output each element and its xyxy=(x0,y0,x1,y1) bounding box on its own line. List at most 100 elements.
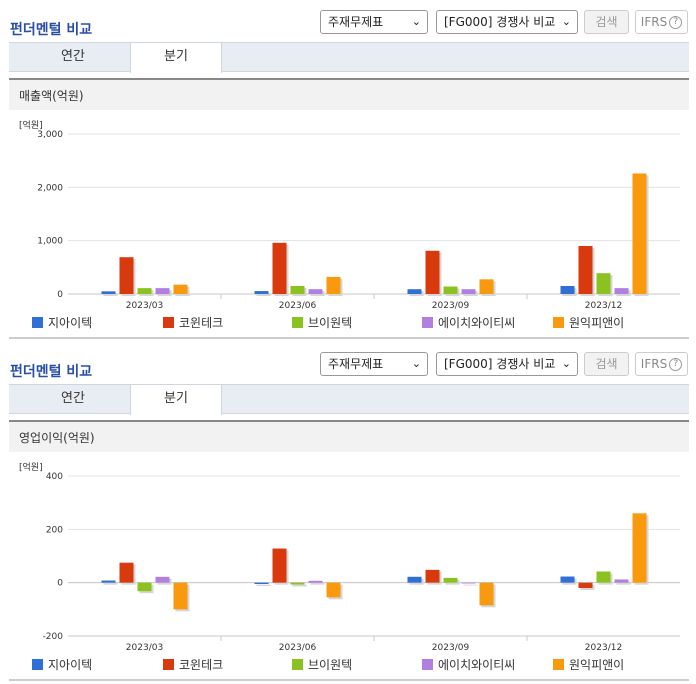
bar-2023-03-1[interactable] xyxy=(119,562,134,583)
bar-2023-09-1[interactable] xyxy=(425,569,440,583)
statement-select[interactable]: 주재무제표 ⌄ xyxy=(320,10,428,34)
divider xyxy=(9,679,689,681)
bar-shadow xyxy=(310,582,325,585)
bar-2023-03-2[interactable] xyxy=(137,288,152,294)
tab-annual[interactable]: 연간 xyxy=(61,49,85,64)
x-tick-label-2023-09: 2023/09 xyxy=(432,301,470,311)
section-header: 펀더멘털 비교 주재무제표 ⌄ [FG000] 경쟁사 비교 ⌄ 검색 IFRS… xyxy=(0,10,696,40)
legend-item-3[interactable]: 에이치와이티씨 xyxy=(422,314,515,331)
bar-2023-12-2[interactable] xyxy=(596,571,611,583)
bar-2023-03-4[interactable] xyxy=(173,582,188,610)
search-button[interactable]: 검색 xyxy=(584,352,629,376)
bar-2023-12-4[interactable] xyxy=(632,513,647,583)
bar-2023-12-1[interactable] xyxy=(578,582,593,588)
legend-item-1[interactable]: 코윈테크 xyxy=(163,314,223,331)
bar-2023-03-0[interactable] xyxy=(101,291,116,294)
divider xyxy=(9,337,689,339)
y-tick-label: 3,000 xyxy=(37,130,63,140)
bar-2023-03-4[interactable] xyxy=(173,284,188,294)
y-tick-label: 2,000 xyxy=(37,183,63,193)
bar-2023-06-2[interactable] xyxy=(290,286,305,294)
tab-quarterly[interactable]: 분기 xyxy=(130,43,222,73)
bar-shadow xyxy=(616,581,631,585)
peer-select-value: [FG000] 경쟁사 비교 xyxy=(444,357,556,371)
bar-2023-09-0[interactable] xyxy=(407,576,422,583)
bar-2023-06-4[interactable] xyxy=(326,582,341,598)
tab-annual[interactable]: 연간 xyxy=(61,391,85,406)
legend-item-2[interactable]: 브이원텍 xyxy=(292,656,352,673)
bar-2023-12-3[interactable] xyxy=(614,288,629,294)
help-icon: ? xyxy=(669,358,683,371)
bar-2023-03-3[interactable] xyxy=(155,576,170,583)
bar-2023-09-2[interactable] xyxy=(443,286,458,294)
legend-item-4[interactable]: 원익피앤이 xyxy=(553,314,624,331)
legend-label: 원익피앤이 xyxy=(569,658,625,672)
legend-item-0[interactable]: 지아이텍 xyxy=(32,314,92,331)
x-tick-label-2023-03: 2023/03 xyxy=(126,643,163,653)
legend-label: 에이치와이티씨 xyxy=(438,316,516,330)
legend-swatch xyxy=(553,317,564,328)
bar-2023-12-2[interactable] xyxy=(596,273,611,294)
tab-quarterly[interactable]: 분기 xyxy=(130,385,222,415)
bar-2023-06-2[interactable] xyxy=(290,582,305,585)
y-tick-label: 0 xyxy=(57,290,63,300)
peer-select[interactable]: [FG000] 경쟁사 비교 ⌄ xyxy=(436,352,578,376)
bar-2023-12-3[interactable] xyxy=(614,579,629,583)
legend-item-3[interactable]: 에이치와이티씨 xyxy=(422,656,515,673)
legend-item-4[interactable]: 원익피앤이 xyxy=(553,656,624,673)
ifrs-label: IFRS xyxy=(640,357,668,371)
bar-shadow xyxy=(256,293,271,296)
peer-select-value: [FG000] 경쟁사 비교 xyxy=(444,15,556,29)
legend-item-2[interactable]: 브이원텍 xyxy=(292,314,352,331)
section-title: 펀더멘털 비교 xyxy=(10,364,93,380)
x-tick-label-2023-06: 2023/06 xyxy=(279,301,317,311)
bar-2023-12-4[interactable] xyxy=(632,173,647,294)
legend-swatch xyxy=(32,659,43,670)
legend-label: 지아이텍 xyxy=(48,658,93,672)
legend-item-0[interactable]: 지아이텍 xyxy=(32,656,92,673)
bar-2023-06-1[interactable] xyxy=(272,548,287,583)
bar-2023-09-2[interactable] xyxy=(443,577,458,583)
bar-2023-09-3[interactable] xyxy=(461,582,476,584)
ifrs-button[interactable]: IFRS? xyxy=(635,352,688,376)
chart-legend: 지아이텍 코윈테크 브이원텍 에이치와이티씨 원익피앤이 xyxy=(0,656,696,672)
bar-2023-03-0[interactable] xyxy=(101,580,116,583)
legend-item-1[interactable]: 코윈테크 xyxy=(163,656,223,673)
bar-2023-09-3[interactable] xyxy=(461,289,476,294)
bar-2023-09-0[interactable] xyxy=(407,289,422,294)
section-title: 펀더멘털 비교 xyxy=(10,22,93,38)
bar-2023-06-0[interactable] xyxy=(254,582,269,584)
x-tick-label-2023-12: 2023/12 xyxy=(585,643,622,653)
statement-select-value: 주재무제표 xyxy=(328,15,384,29)
bar-2023-06-4[interactable] xyxy=(326,276,341,294)
statement-select[interactable]: 주재무제표 ⌄ xyxy=(320,352,428,376)
bar-2023-06-1[interactable] xyxy=(272,242,287,294)
peer-select[interactable]: [FG000] 경쟁사 비교 ⌄ xyxy=(436,10,578,34)
period-tabs: 연간 분기 xyxy=(9,384,689,415)
bar-2023-09-4[interactable] xyxy=(479,279,494,294)
legend-swatch xyxy=(422,659,433,670)
bar-2023-09-1[interactable] xyxy=(425,250,440,294)
bar-2023-06-0[interactable] xyxy=(254,291,269,294)
chart-panel-header: 영업이익(억원) xyxy=(9,420,689,452)
ifrs-button[interactable]: IFRS? xyxy=(635,10,688,34)
legend-label: 브이원텍 xyxy=(308,658,353,672)
section-header: 펀더멘털 비교 주재무제표 ⌄ [FG000] 경쟁사 비교 ⌄ 검색 IFRS… xyxy=(0,352,696,382)
bar-2023-09-4[interactable] xyxy=(479,582,494,606)
legend-label: 브이원텍 xyxy=(308,316,353,330)
bar-2023-03-1[interactable] xyxy=(119,257,134,294)
legend-swatch xyxy=(292,317,303,328)
bar-2023-03-2[interactable] xyxy=(137,582,152,592)
bar-2023-06-3[interactable] xyxy=(308,289,323,294)
bar-2023-12-0[interactable] xyxy=(560,286,575,294)
bar-2023-12-1[interactable] xyxy=(578,246,593,294)
x-tick-label-2023-09: 2023/09 xyxy=(432,643,470,653)
bar-2023-03-3[interactable] xyxy=(155,288,170,294)
y-tick-label: 0 xyxy=(57,579,63,589)
bar-2023-12-0[interactable] xyxy=(560,576,575,583)
bar-2023-06-3[interactable] xyxy=(308,580,323,583)
chart-panel-header: 매출액(억원) xyxy=(9,78,689,110)
legend-swatch xyxy=(422,317,433,328)
search-button[interactable]: 검색 xyxy=(584,10,629,34)
y-tick-label: 400 xyxy=(46,472,63,482)
